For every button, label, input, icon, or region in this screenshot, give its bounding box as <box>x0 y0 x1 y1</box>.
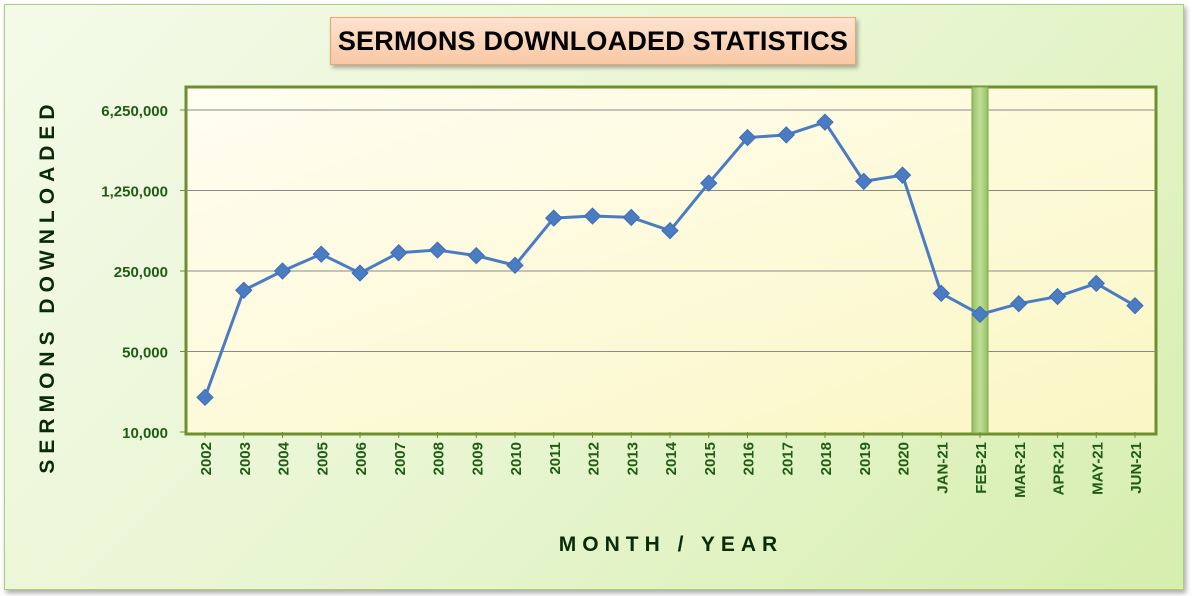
x-tick-label: 2012 <box>586 442 603 475</box>
highlight-band <box>971 86 989 434</box>
data-point <box>738 128 757 147</box>
x-tick-label: JAN-21 <box>934 442 951 494</box>
data-point <box>428 241 447 259</box>
data-point <box>661 221 679 240</box>
x-tick-label: 2004 <box>276 441 293 475</box>
data-point <box>196 388 214 407</box>
y-axis-ticks: 10,000 50,000 250,000 1,250,000 6,250,000 <box>101 103 186 442</box>
data-point <box>351 264 369 282</box>
x-tick-label: 2009 <box>469 442 486 475</box>
grid-lines <box>186 109 1156 352</box>
x-tick-label: MAY-21 <box>1089 442 1106 495</box>
x-tick-label: 2015 <box>702 442 719 475</box>
data-point <box>583 207 602 225</box>
data-point <box>235 281 253 299</box>
x-tick-label: 2013 <box>624 442 641 475</box>
data-point <box>971 305 989 324</box>
data-point <box>312 245 330 263</box>
y-tick-label: 50,000 <box>122 345 168 362</box>
series-layer <box>196 113 1144 407</box>
x-tick-label: 2018 <box>818 442 835 475</box>
x-tick-label: JUN-21 <box>1128 442 1145 494</box>
x-tick-label: 2005 <box>314 442 331 475</box>
data-point <box>273 262 292 280</box>
x-tick-label: APR-21 <box>1051 442 1068 495</box>
data-point <box>816 113 834 131</box>
data-point <box>1126 296 1144 315</box>
data-point <box>506 256 524 275</box>
chart-title: SERMONS DOWNLOADED STATISTICS <box>337 25 849 56</box>
y-tick-label: 6,250,000 <box>101 103 168 120</box>
title-box: SERMONS DOWNLOADED STATISTICS <box>330 17 856 65</box>
x-tick-label: 2020 <box>896 442 913 475</box>
data-point <box>1048 287 1067 306</box>
data-point <box>893 166 912 184</box>
y-tick-label: 250,000 <box>114 264 168 281</box>
data-point <box>700 174 718 192</box>
x-tick-label: 2019 <box>857 442 874 475</box>
y-tick-label: 10,000 <box>122 425 168 442</box>
data-point <box>390 244 408 262</box>
highlight-band-layer <box>971 86 989 434</box>
x-tick-label: 2003 <box>237 442 254 475</box>
x-tick-label: 2017 <box>779 442 796 475</box>
x-tick-label: 2010 <box>508 442 525 475</box>
y-tick-label: 1,250,000 <box>101 184 168 201</box>
x-tick-label: 2016 <box>741 442 758 475</box>
x-axis-ticks: 2002 2003 2004 2005 2006 2007 2008 2009 2010 2011… <box>198 432 1145 498</box>
x-tick-label: 2014 <box>663 441 680 475</box>
data-point <box>622 208 640 227</box>
plot-area <box>184 85 1158 436</box>
x-axis-title: MONTH / YEAR <box>559 533 783 556</box>
x-tick-label: 2011 <box>547 442 564 475</box>
x-tick-label: 2002 <box>198 442 215 475</box>
x-tick-label: 2007 <box>392 442 409 475</box>
y-axis-title: SERMONS DOWNLOADED <box>36 98 59 473</box>
data-point <box>1087 274 1105 293</box>
data-point <box>1010 295 1028 313</box>
x-tick-label: FEB-21 <box>973 442 990 494</box>
data-point <box>932 284 950 303</box>
data-point <box>545 209 563 227</box>
data-point <box>777 126 795 144</box>
data-point <box>855 172 873 191</box>
x-tick-label: 2006 <box>353 442 370 475</box>
x-tick-label: MAR-21 <box>1012 442 1029 498</box>
data-point <box>467 246 485 265</box>
x-tick-label: 2008 <box>431 442 448 475</box>
